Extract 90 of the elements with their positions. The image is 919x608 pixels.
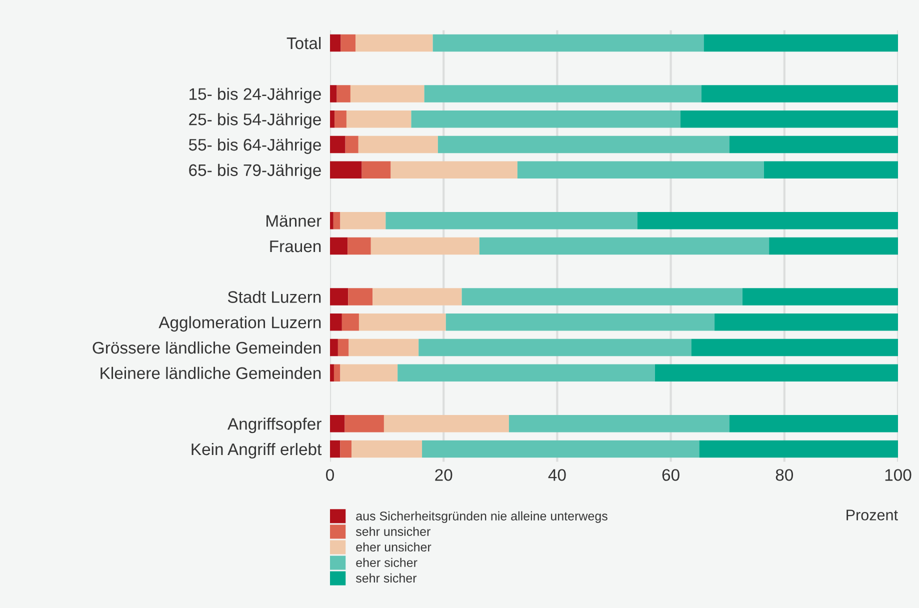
bar	[340, 440, 352, 458]
bar	[691, 338, 898, 356]
x-tick-label: 100	[885, 469, 912, 481]
bar	[438, 136, 730, 154]
bar	[372, 288, 462, 306]
legend-label: eher unsicher	[356, 542, 432, 552]
x-axis-title: Prozent	[846, 510, 898, 520]
bar	[350, 85, 424, 102]
bar	[424, 85, 702, 102]
bar	[330, 415, 345, 432]
bar	[384, 415, 509, 432]
y-tick-label: Männer	[266, 215, 322, 227]
y-tick-label: Kein Angriff erlebt	[192, 442, 322, 459]
bar	[358, 136, 438, 154]
bar	[348, 237, 371, 255]
y-tick-label: Kleinere ländliche Gemeinden	[100, 366, 321, 380]
bar	[330, 212, 334, 230]
y-tick-label: Agglomeration Luzern	[158, 316, 321, 332]
y-tick-label: Grössere ländliche Gemeinden	[92, 341, 321, 354]
bar	[701, 85, 898, 102]
bar	[358, 314, 446, 331]
bar	[729, 415, 898, 432]
x-tick-label: 40	[548, 469, 566, 481]
x-tick-label: 20	[435, 469, 452, 481]
legend-label: sehr sicher	[356, 573, 417, 583]
bar	[637, 212, 898, 230]
y-tick-label: 15- bis 24-Jährige	[190, 88, 321, 104]
bar	[346, 110, 412, 128]
bar	[333, 212, 340, 230]
x-tick-label: 60	[662, 469, 680, 481]
y-tick-label: Stadt Luzern	[228, 290, 321, 303]
bar	[680, 110, 898, 128]
y-tick-label: 65- bis 79-Jährige	[189, 164, 321, 180]
bar	[340, 212, 386, 230]
bar	[330, 338, 338, 356]
bar	[348, 338, 419, 356]
bar	[390, 161, 518, 178]
bar	[330, 288, 348, 306]
bar	[330, 237, 348, 255]
y-tick-label: Frauen	[270, 240, 321, 252]
bar	[336, 85, 350, 102]
bar	[330, 110, 335, 128]
bar	[704, 34, 898, 52]
x-tick-label: 0	[326, 469, 334, 481]
bar	[411, 110, 680, 128]
bar	[348, 288, 373, 306]
bar	[462, 288, 742, 306]
bar	[340, 364, 398, 382]
bar	[432, 34, 704, 52]
legend-label: aus Sicherheitsgründen nie alleine unterwegs	[356, 511, 608, 523]
bar	[508, 415, 730, 432]
bar	[422, 440, 700, 458]
bar	[714, 314, 898, 331]
bar	[370, 237, 480, 255]
bar	[764, 161, 898, 178]
x-tick-label: 80	[776, 469, 794, 481]
bar	[334, 110, 346, 128]
bar	[330, 440, 340, 458]
bar	[479, 237, 770, 255]
y-tick-label: Angriffsopfer	[228, 418, 322, 434]
y-tick-label: Total	[286, 36, 321, 50]
bar	[418, 338, 692, 356]
bar	[356, 34, 433, 52]
y-tick-label: 25- bis 54-Jährige	[189, 113, 321, 129]
bar	[342, 314, 359, 331]
bar	[352, 440, 422, 458]
bar	[654, 364, 898, 382]
bar	[330, 85, 337, 102]
bar	[340, 34, 356, 52]
bar	[362, 161, 391, 178]
bar	[330, 161, 362, 178]
bar	[446, 314, 715, 331]
bar	[386, 212, 638, 230]
bar	[699, 440, 898, 458]
bar	[330, 136, 346, 154]
bar	[330, 34, 341, 52]
bar	[338, 338, 349, 356]
bar	[769, 237, 898, 255]
bar	[330, 364, 334, 382]
bar	[344, 415, 384, 432]
bar	[398, 364, 655, 382]
bar	[330, 314, 342, 331]
legend-label: sehr unsicher	[356, 526, 430, 536]
y-tick-label: 55- bis 64-Jährige	[188, 138, 321, 154]
bar	[517, 161, 764, 178]
legend-label: eher sicher	[356, 558, 418, 568]
bar	[742, 288, 898, 306]
bar	[345, 136, 358, 154]
bar	[334, 364, 340, 382]
bar	[729, 136, 898, 154]
